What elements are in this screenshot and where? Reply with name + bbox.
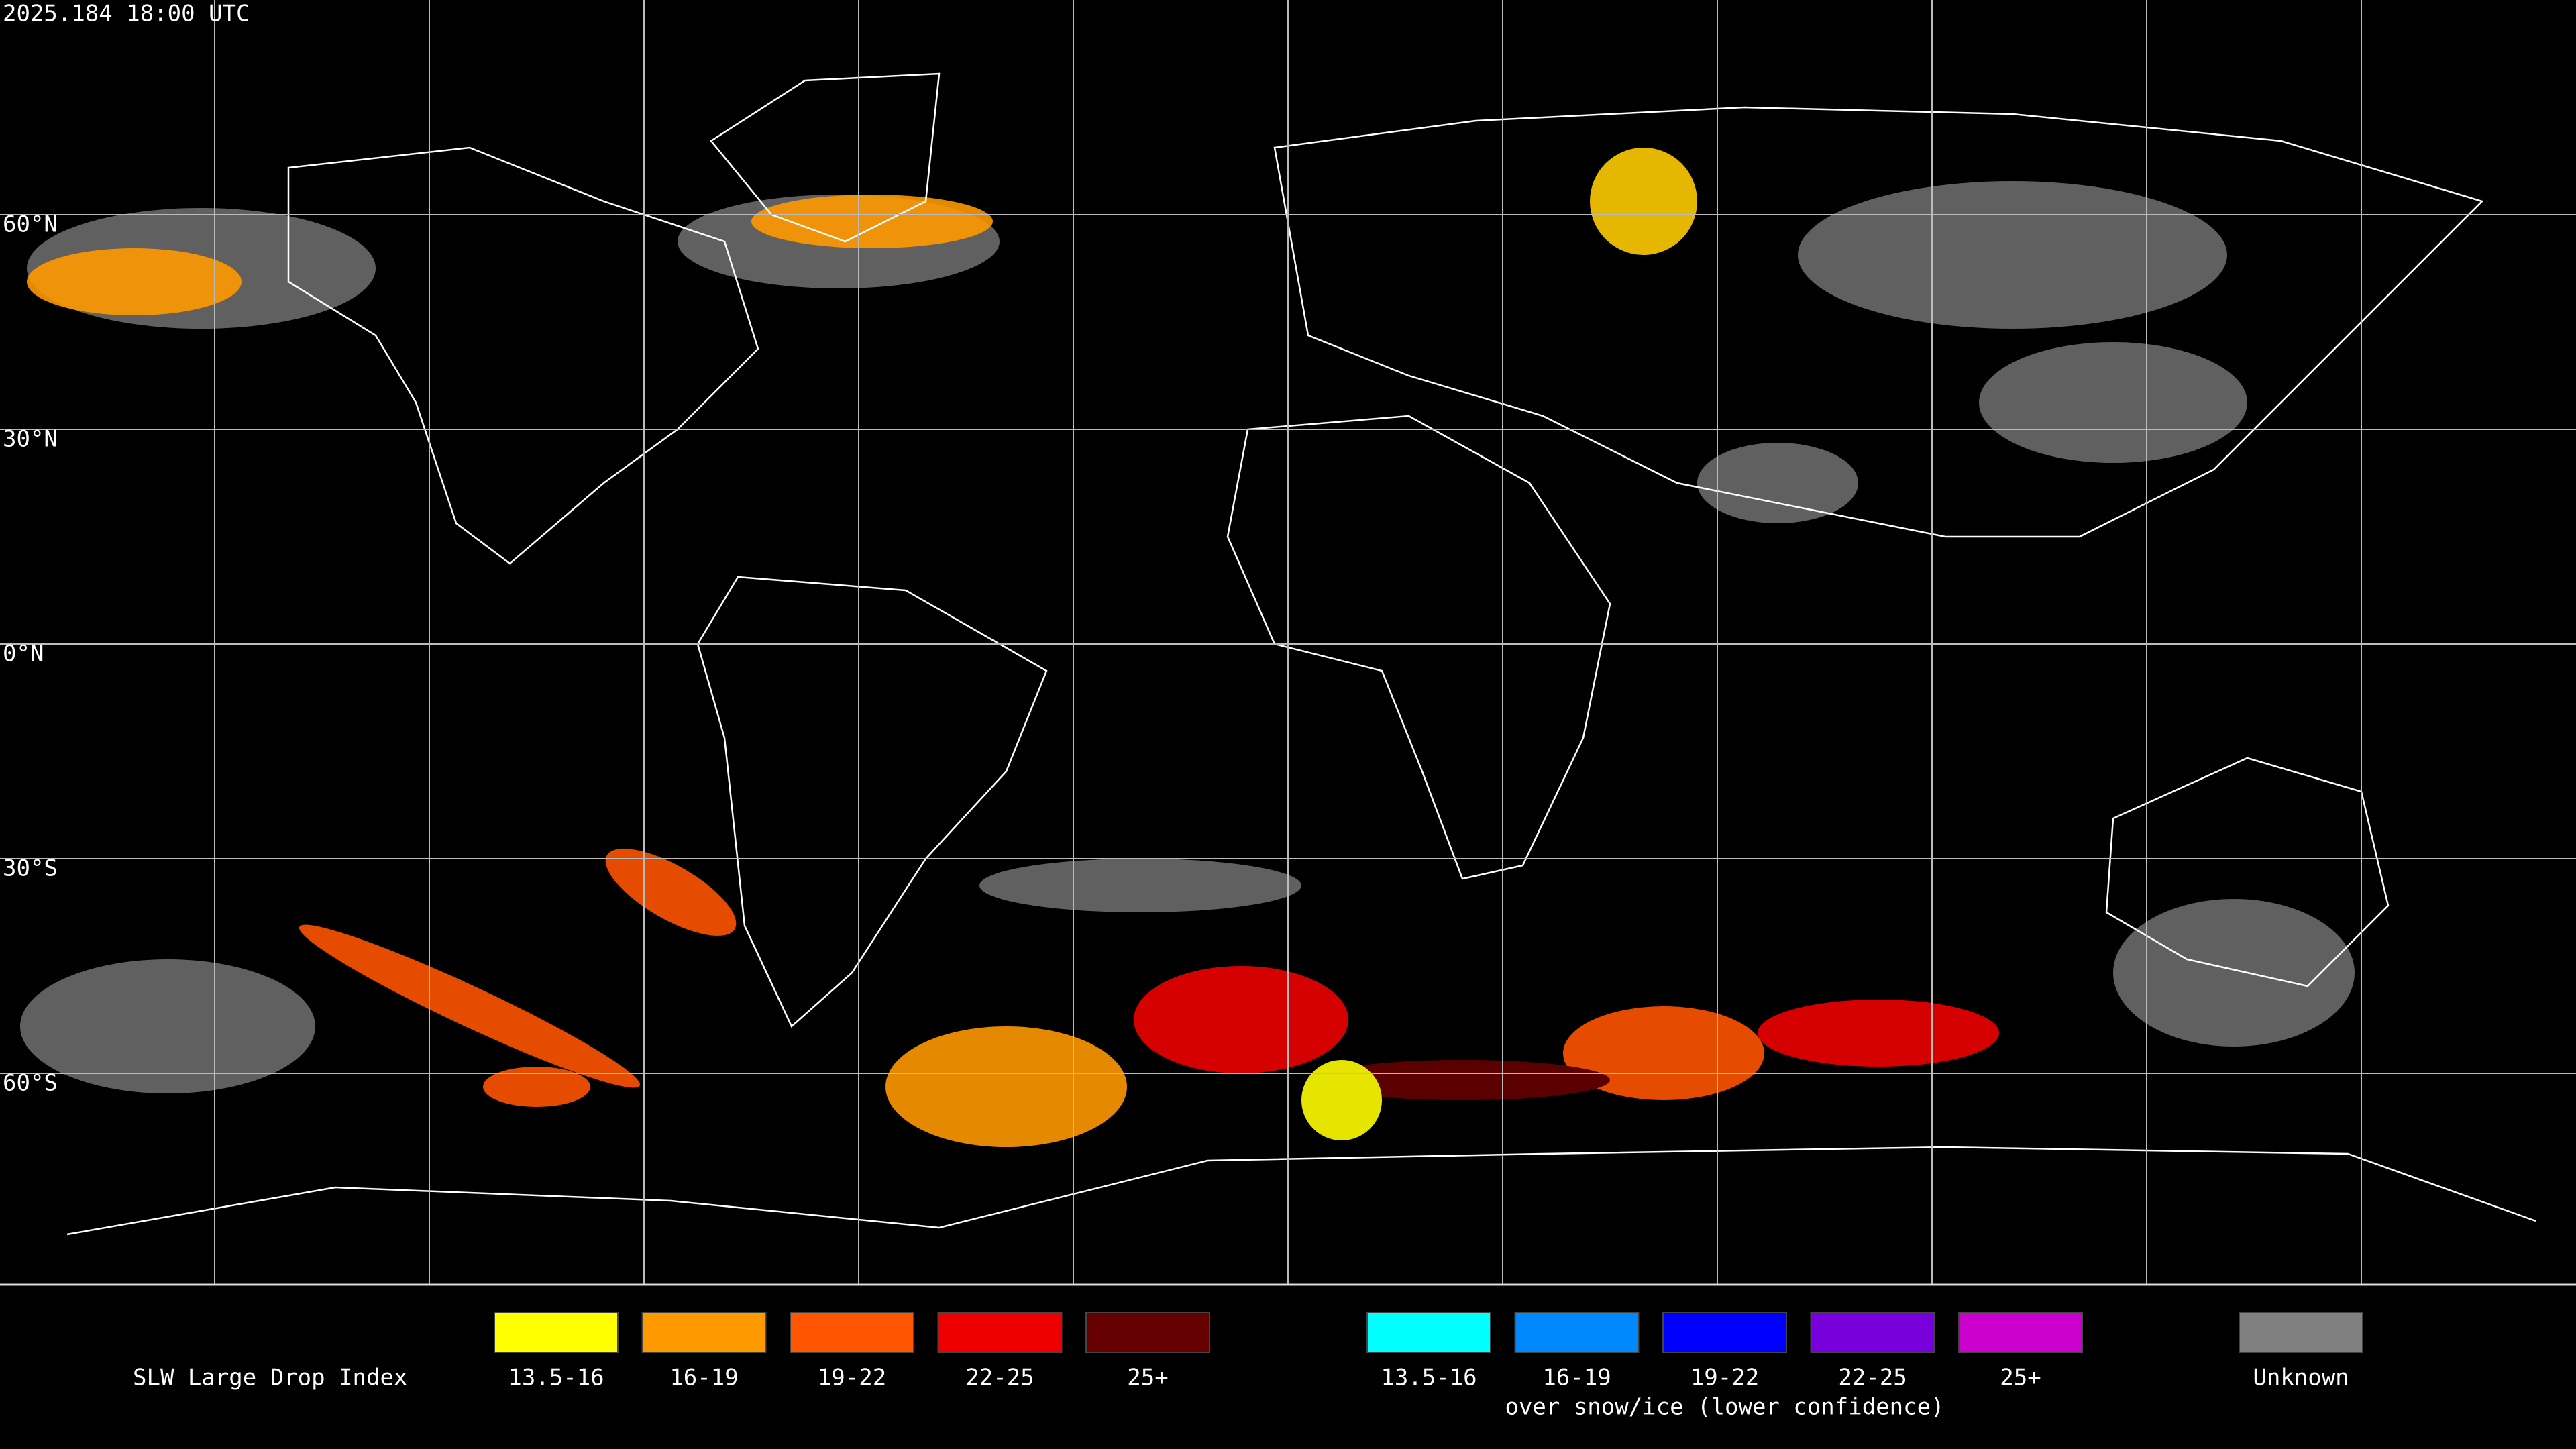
latitude-label: 30°S xyxy=(3,855,58,882)
legend-swatch xyxy=(1366,1312,1491,1353)
legend-swatch xyxy=(1958,1312,2083,1353)
latitude-label: 30°N xyxy=(3,426,58,453)
legend-swatch xyxy=(790,1312,914,1353)
latitude-label: 0°N xyxy=(3,641,44,667)
legend-swatch xyxy=(2239,1312,2363,1353)
legend-swatch xyxy=(1662,1312,1787,1353)
legend-label: 25+ xyxy=(2000,1364,2041,1391)
map xyxy=(20,72,2536,1236)
legend-label: 13.5-16 xyxy=(1381,1364,1477,1391)
legend-label: 16-19 xyxy=(669,1364,738,1391)
latitude-label: 60°S xyxy=(3,1070,58,1097)
legend-label: 19-22 xyxy=(1690,1364,1759,1391)
legend-label: 16-19 xyxy=(1542,1364,1611,1391)
graticule: 60°N 30°N 0°N 30°S 60°S xyxy=(0,0,2576,1286)
legend-swatch xyxy=(1085,1312,1210,1353)
legend-label: 19-22 xyxy=(818,1364,886,1391)
legend-swatch xyxy=(641,1312,767,1353)
legend-label: 22-25 xyxy=(1838,1364,1907,1391)
drop-index-field xyxy=(27,148,1999,1147)
legend-title: SLW Large Drop Index xyxy=(133,1364,407,1391)
legend-label: 13.5-16 xyxy=(508,1364,604,1391)
legend-label: Unknown xyxy=(2253,1364,2349,1391)
legend-swatch xyxy=(494,1312,619,1353)
legend-label: 25+ xyxy=(1127,1364,1168,1391)
legend-caption: over snow/ice (lower confidence) xyxy=(1505,1394,1944,1421)
timestamp: 2025.184 18:00 UTC xyxy=(3,1,250,28)
legend-swatch xyxy=(1514,1312,1640,1353)
legend-swatch xyxy=(937,1312,1063,1353)
legend-swatch xyxy=(1810,1312,1935,1353)
legend-label: 22-25 xyxy=(965,1364,1034,1391)
legend: SLW Large Drop Index 13.5-16 16-19 19-22 22… xyxy=(133,1312,2363,1421)
latitude-label: 60°N xyxy=(3,211,58,238)
